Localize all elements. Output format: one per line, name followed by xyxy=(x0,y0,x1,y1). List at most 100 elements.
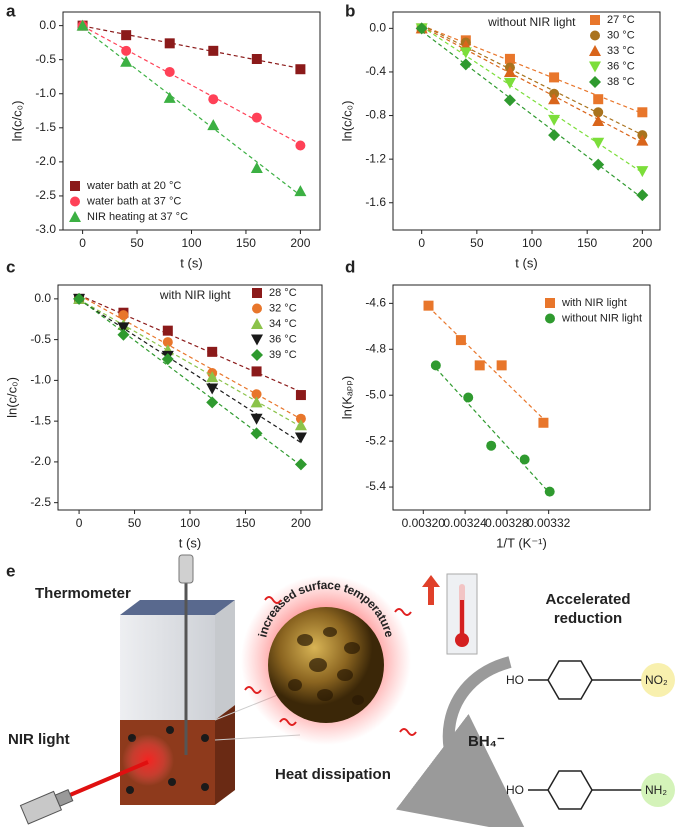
point xyxy=(206,383,219,395)
x-axis-label: t (s) xyxy=(515,255,537,270)
y-tick-label: -5.2 xyxy=(365,433,386,447)
point xyxy=(295,64,306,75)
fit-line xyxy=(421,24,643,114)
legend-label: 33 °C xyxy=(607,45,635,57)
point xyxy=(415,22,428,35)
plot-frame xyxy=(392,11,661,231)
point xyxy=(163,91,176,103)
x-tick-label: 0.00328 xyxy=(485,516,529,530)
point xyxy=(295,413,306,424)
legend-swatch xyxy=(252,303,262,314)
point xyxy=(121,30,132,41)
point xyxy=(73,292,86,305)
y-tick-label: 0.0 xyxy=(34,291,51,305)
legend-swatch xyxy=(70,196,80,207)
result-label: Accelerated xyxy=(545,591,630,608)
legend-swatch xyxy=(589,45,601,56)
point xyxy=(544,486,555,497)
y-axis-label: ln(c/c₀) xyxy=(9,101,24,142)
reagent: BH₄⁻ xyxy=(468,733,505,750)
probe-head xyxy=(178,554,194,584)
x-tick-label: 0 xyxy=(79,236,86,250)
point xyxy=(250,413,263,425)
up-arrow xyxy=(422,575,440,605)
pores xyxy=(288,627,364,705)
result-label: reduction xyxy=(554,610,622,627)
point xyxy=(208,45,219,56)
x-tick-label: 200 xyxy=(290,236,310,250)
x-tick-label: 150 xyxy=(235,516,255,530)
point xyxy=(294,432,307,444)
laser-spot xyxy=(122,734,174,786)
point xyxy=(496,360,507,371)
fit-line xyxy=(421,24,643,136)
y-axis-label: ln(c/c₀) xyxy=(339,101,354,142)
point xyxy=(636,166,649,178)
benzene xyxy=(547,660,593,700)
point xyxy=(503,77,516,89)
point xyxy=(120,55,133,67)
y-tick-label: -0.5 xyxy=(35,52,56,66)
point xyxy=(207,119,220,131)
reaction-arrow xyxy=(395,656,528,827)
y-tick-label: -5.4 xyxy=(365,479,386,493)
beaker-front xyxy=(120,615,215,720)
point xyxy=(121,45,132,56)
point xyxy=(164,38,175,49)
group: NO₂ xyxy=(645,673,668,687)
point xyxy=(295,140,306,151)
point xyxy=(593,94,604,105)
legend-label: 27 °C xyxy=(607,14,635,26)
x-tick-label: 150 xyxy=(236,236,256,250)
legend-swatch xyxy=(590,30,600,41)
annotation: without NIR light xyxy=(487,15,576,29)
legend-swatch xyxy=(589,61,601,73)
legend-label: NIR heating at 37 °C xyxy=(87,211,188,223)
legend-swatch xyxy=(69,211,81,222)
point xyxy=(503,94,516,107)
nir-label: NIR light xyxy=(8,731,70,748)
panel-label: a xyxy=(6,1,16,20)
y-tick-label: -1.2 xyxy=(365,151,386,165)
point xyxy=(250,427,263,440)
laser-beam xyxy=(69,760,149,797)
legend-swatch xyxy=(251,349,263,361)
legend-swatch xyxy=(545,313,555,324)
point xyxy=(206,371,219,383)
point xyxy=(162,325,173,336)
diagram: e Thermometer NIR light increased surfac… xyxy=(6,554,675,827)
legend-swatch xyxy=(251,334,263,346)
beaker-side xyxy=(215,600,235,720)
x-tick-label: 0 xyxy=(418,236,425,250)
x-axis-label: t (s) xyxy=(179,535,201,550)
x-axis-label: 1/T (K⁻¹) xyxy=(496,535,547,550)
fit-line xyxy=(435,367,551,494)
point xyxy=(162,337,173,348)
zoom-line xyxy=(214,734,301,741)
point xyxy=(251,366,262,377)
y-tick-label: -2.5 xyxy=(35,188,56,202)
x-tick-label: 200 xyxy=(291,516,311,530)
point xyxy=(504,53,515,64)
group: NH₂ xyxy=(645,783,667,797)
point xyxy=(592,158,605,171)
point xyxy=(423,300,434,311)
point xyxy=(208,94,219,105)
panel-label: e xyxy=(6,561,15,580)
point xyxy=(463,392,474,403)
y-tick-label: -1.0 xyxy=(30,373,51,387)
point xyxy=(250,396,263,408)
point xyxy=(251,389,262,400)
point xyxy=(548,114,561,126)
legend-label: 39 °C xyxy=(269,349,297,361)
fit-line xyxy=(82,25,301,70)
legend-label: 36 °C xyxy=(607,60,635,72)
annotation: with NIR light xyxy=(159,288,231,302)
liquid-side xyxy=(215,705,235,805)
point xyxy=(474,360,485,371)
legend-swatch xyxy=(545,298,555,308)
y-tick-label: -1.5 xyxy=(35,120,56,134)
x-tick-label: 100 xyxy=(181,236,201,250)
fit-line xyxy=(78,294,302,393)
fit-line xyxy=(82,27,301,196)
